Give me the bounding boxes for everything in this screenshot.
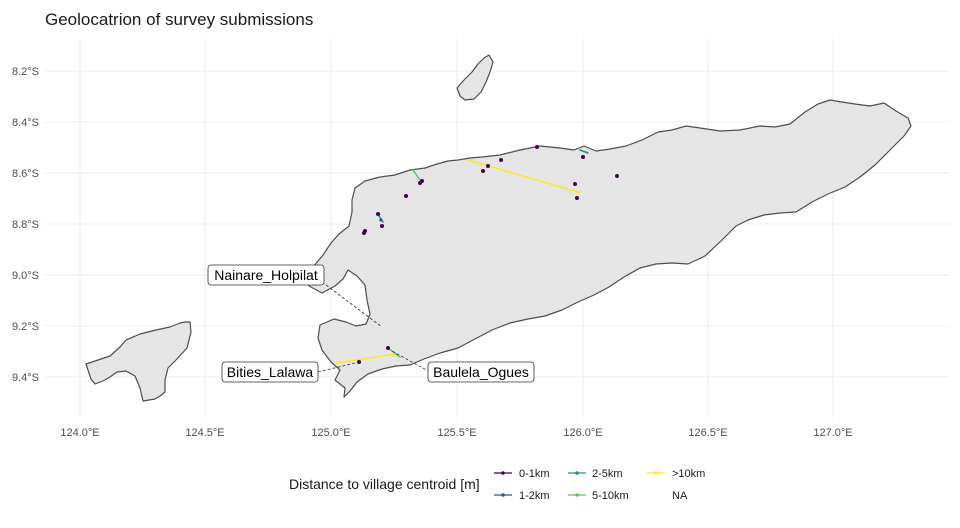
x-tick-label: 124.5°E	[185, 427, 224, 439]
legend-label: NA	[672, 490, 688, 502]
legend-key-point	[501, 471, 505, 475]
point-0-1km	[615, 174, 619, 178]
landmasses	[85, 54, 912, 402]
callout-box	[427, 361, 535, 383]
segment-5-10km	[412, 169, 421, 181]
legend-item-na: NA	[672, 490, 688, 502]
point-0-1km	[362, 231, 366, 235]
legend-label: 1-2km	[519, 490, 550, 502]
point-0-1km	[404, 194, 408, 198]
segment-2-5km	[579, 149, 589, 154]
x-tick-label: 124.0°E	[60, 427, 99, 439]
y-tick-label: 8.8°S	[12, 219, 39, 231]
legend-key-point	[654, 471, 658, 475]
point-0-1km	[499, 158, 503, 162]
y-tick-label: 8.4°S	[12, 117, 39, 129]
point-0-1km	[581, 155, 585, 159]
callout-label: Bities_Lalawa	[227, 364, 314, 380]
legend-title: Distance to village centroid [m]	[289, 476, 480, 492]
legend-label: 0-1km	[519, 468, 550, 480]
point-0-1km	[575, 196, 579, 200]
point-gt10km	[576, 190, 580, 194]
point-0-1km	[418, 181, 422, 185]
x-tick-label: 126.0°E	[563, 427, 602, 439]
point-0-1km	[535, 145, 539, 149]
point-0-1km	[573, 182, 577, 186]
x-tick-label: 125.5°E	[437, 427, 476, 439]
x-tick-label: 126.5°E	[688, 427, 727, 439]
leader-line-baulela	[391, 350, 431, 373]
callout-box	[221, 361, 319, 383]
point-0-1km	[486, 164, 490, 168]
leader-line-nainare	[321, 281, 383, 328]
callout-label: Baulela_Ogues	[433, 364, 529, 380]
legend-item-5-10km: 5-10km	[568, 490, 629, 502]
y-tick-label: 8.2°S	[12, 66, 39, 78]
legend-item-gt10km: >10km	[647, 468, 705, 480]
legend-item-0-1km: 0-1km	[494, 468, 550, 480]
x-tick-label: 127.0°E	[813, 427, 852, 439]
leader-line-bities	[317, 361, 360, 373]
submission-points	[357, 145, 619, 364]
legend-item-1-2km: 1-2km	[494, 490, 550, 502]
legend-label: 5-10km	[592, 490, 629, 502]
legend-key-point	[501, 493, 505, 497]
callout-nainare: Nainare_Holpilat	[207, 264, 325, 286]
callout-label: Nainare_Holpilat	[214, 267, 318, 283]
point-0-1km	[376, 212, 380, 216]
point-1-2km	[379, 218, 383, 222]
point-0-1km	[380, 224, 384, 228]
x-tick-label: 125.0°E	[311, 427, 350, 439]
timor-island	[303, 99, 912, 398]
callout-leaders	[317, 281, 431, 373]
atauro-island	[456, 54, 494, 101]
legend-label: >10km	[672, 468, 705, 480]
y-tick-label: 9.4°S	[12, 372, 39, 384]
y-tick-label: 9.2°S	[12, 321, 39, 333]
legend-label: 2-5km	[592, 468, 623, 480]
segment-gt10km	[335, 353, 397, 364]
point-0-1km	[481, 169, 485, 173]
legend-item-2-5km: 2-5km	[568, 468, 623, 480]
point-0-1km	[386, 346, 390, 350]
y-tick-label: 9.0°S	[12, 270, 39, 282]
legend-key-point	[575, 471, 579, 475]
legend: Distance to village centroid [m] 0-1km 1…	[289, 468, 705, 502]
callout-baulela: Baulela_Ogues	[427, 361, 535, 383]
oecusse-exclave	[85, 321, 192, 402]
x-axis-labels: 124.0°E 124.5°E 125.0°E 125.5°E 126.0°E …	[60, 427, 852, 439]
callout-box	[207, 264, 325, 286]
map-title: Geolocatrion of survey submissions	[45, 10, 314, 29]
y-tick-label: 8.6°S	[12, 168, 39, 180]
legend-key-point	[575, 493, 579, 497]
callout-bities: Bities_Lalawa	[221, 361, 319, 383]
y-axis-labels: 8.2°S 8.4°S 8.6°S 8.8°S 9.0°S 9.2°S 9.4°…	[12, 66, 39, 384]
